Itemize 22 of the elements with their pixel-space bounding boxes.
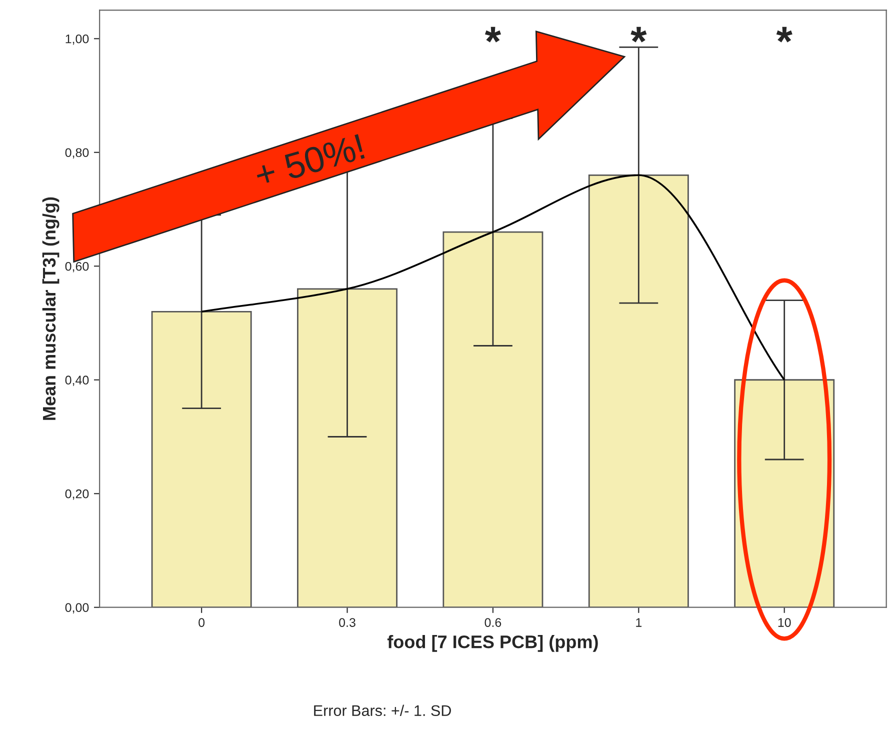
x-tick-label: 0	[198, 618, 205, 627]
annotation: *	[776, 26, 792, 42]
y-tick-label: 0,60	[65, 262, 89, 272]
annotation: *	[484, 26, 502, 42]
annotation: + 50%!	[254, 134, 365, 188]
bar	[151, 310, 252, 608]
y-axis-title: Mean muscular [T3] (ng/g)	[42, 197, 60, 420]
bar	[297, 288, 398, 608]
x-tick-label: 1	[636, 618, 642, 627]
y-tick-label: 1,00	[66, 34, 89, 45]
bar	[442, 231, 544, 608]
x-tick-label: 10	[778, 618, 791, 627]
y-tick-label: 0,00	[65, 603, 89, 614]
annotation: *	[630, 26, 647, 42]
text: Error Bars: +/- 1. SD	[314, 704, 451, 716]
y-tick-label: 0,80	[65, 148, 89, 159]
x-axis-title: food [7 ICES PCB] (ppm)	[387, 634, 598, 652]
x-tick-label: 0.6	[484, 618, 502, 627]
y-tick-label: 0,40	[65, 376, 89, 386]
bar	[588, 174, 689, 608]
y-tick-label: 0,20	[65, 489, 89, 500]
x-tick-label: 0.3	[339, 618, 356, 627]
